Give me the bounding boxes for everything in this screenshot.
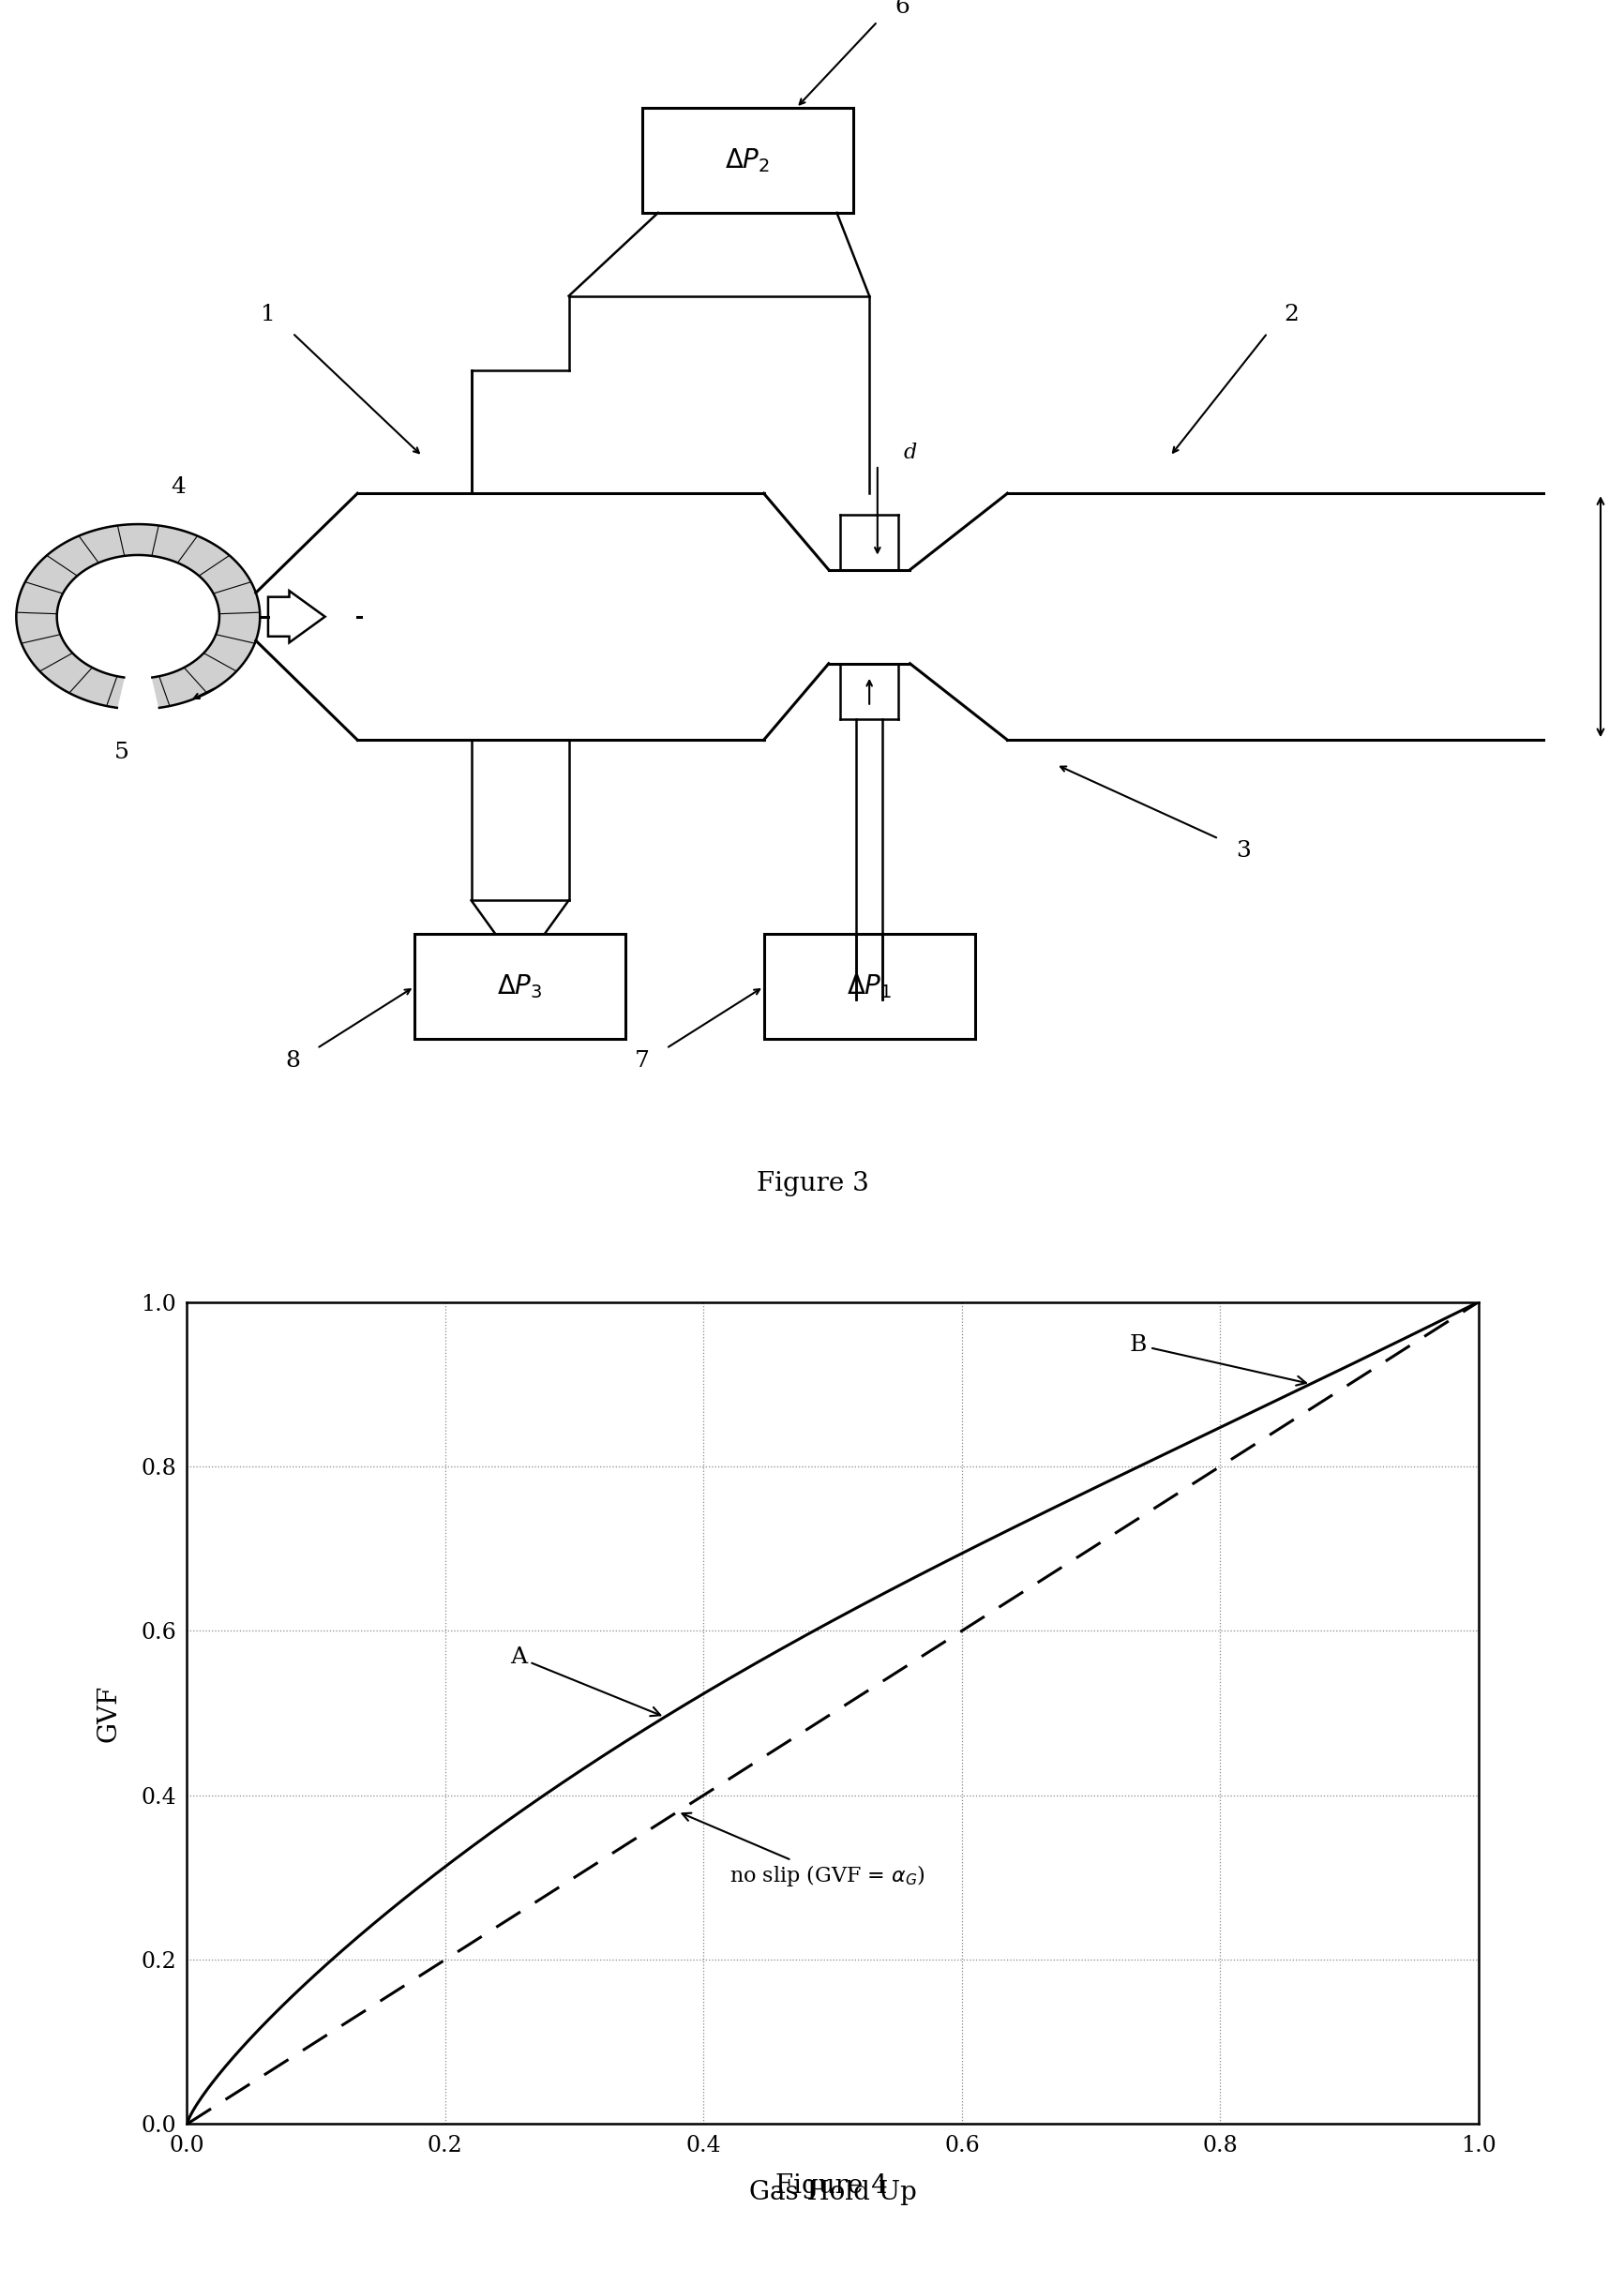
Text: 1: 1: [260, 304, 276, 324]
FancyBboxPatch shape: [763, 934, 974, 1039]
Text: Figure 4: Figure 4: [775, 2172, 888, 2199]
Text: 4: 4: [171, 477, 187, 498]
Text: 3: 3: [1234, 841, 1250, 861]
X-axis label: Gas Hold Up: Gas Hold Up: [749, 2179, 916, 2204]
FancyBboxPatch shape: [641, 107, 853, 212]
FancyBboxPatch shape: [414, 934, 625, 1039]
Text: A: A: [510, 1647, 659, 1715]
FancyArrow shape: [268, 592, 325, 642]
Text: d: d: [903, 443, 916, 464]
Text: no slip (GVF = $\alpha_G$): no slip (GVF = $\alpha_G$): [682, 1813, 924, 1889]
Text: 6: 6: [893, 0, 909, 18]
Text: 8: 8: [284, 1051, 300, 1071]
Text: B: B: [1129, 1334, 1306, 1386]
Text: 7: 7: [633, 1051, 650, 1071]
Text: $\Delta P_3$: $\Delta P_3$: [497, 973, 542, 1000]
Text: 5: 5: [114, 742, 130, 763]
Polygon shape: [16, 525, 260, 708]
Text: $\Delta P_1$: $\Delta P_1$: [846, 973, 892, 1000]
Text: $\Delta P_2$: $\Delta P_2$: [724, 146, 770, 174]
Text: Figure 3: Figure 3: [755, 1172, 869, 1197]
Y-axis label: GVF: GVF: [96, 1683, 122, 1743]
Text: 2: 2: [1283, 304, 1299, 324]
